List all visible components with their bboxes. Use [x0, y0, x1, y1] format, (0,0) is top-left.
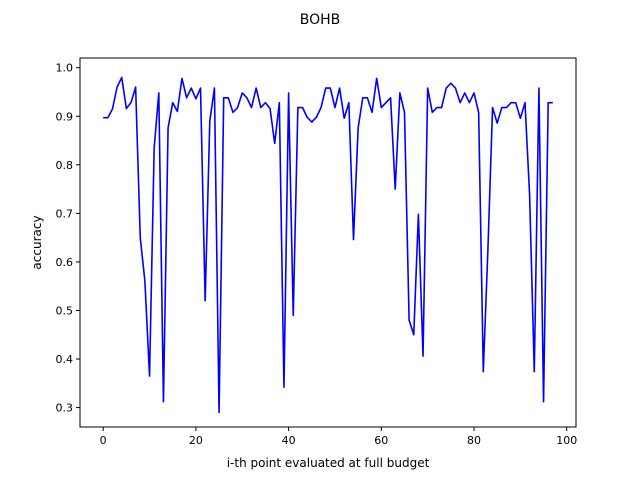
y-axis-label: accuracy	[30, 215, 44, 269]
plot-frame	[79, 57, 577, 428]
chart-title: BOHB	[300, 12, 341, 28]
y-axis: 0.3 0.4 0.5 0.6 0.7 0.8 0.9 1.0	[56, 62, 80, 415]
x-tick-label: 100	[556, 434, 577, 447]
y-tick-label: 0.5	[56, 304, 74, 317]
x-tick-label: 80	[467, 434, 481, 447]
series-line	[103, 76, 553, 414]
y-tick-label: 0.8	[56, 159, 74, 172]
x-tick-label: 20	[189, 434, 203, 447]
y-tick-label: 0.6	[56, 256, 74, 269]
x-axis-label: i-th point evaluated at full budget	[227, 456, 430, 470]
x-tick-label: 40	[282, 434, 296, 447]
y-tick-label: 0.3	[56, 402, 74, 415]
y-tick-label: 0.7	[56, 207, 74, 220]
y-tick-label: 1.0	[56, 62, 74, 75]
x-tick-label: 0	[100, 434, 107, 447]
x-tick-label: 60	[374, 434, 388, 447]
y-tick-label: 0.9	[56, 110, 74, 123]
y-tick-label: 0.4	[56, 353, 74, 366]
x-axis: 0 20 40 60 80 100	[100, 427, 577, 447]
